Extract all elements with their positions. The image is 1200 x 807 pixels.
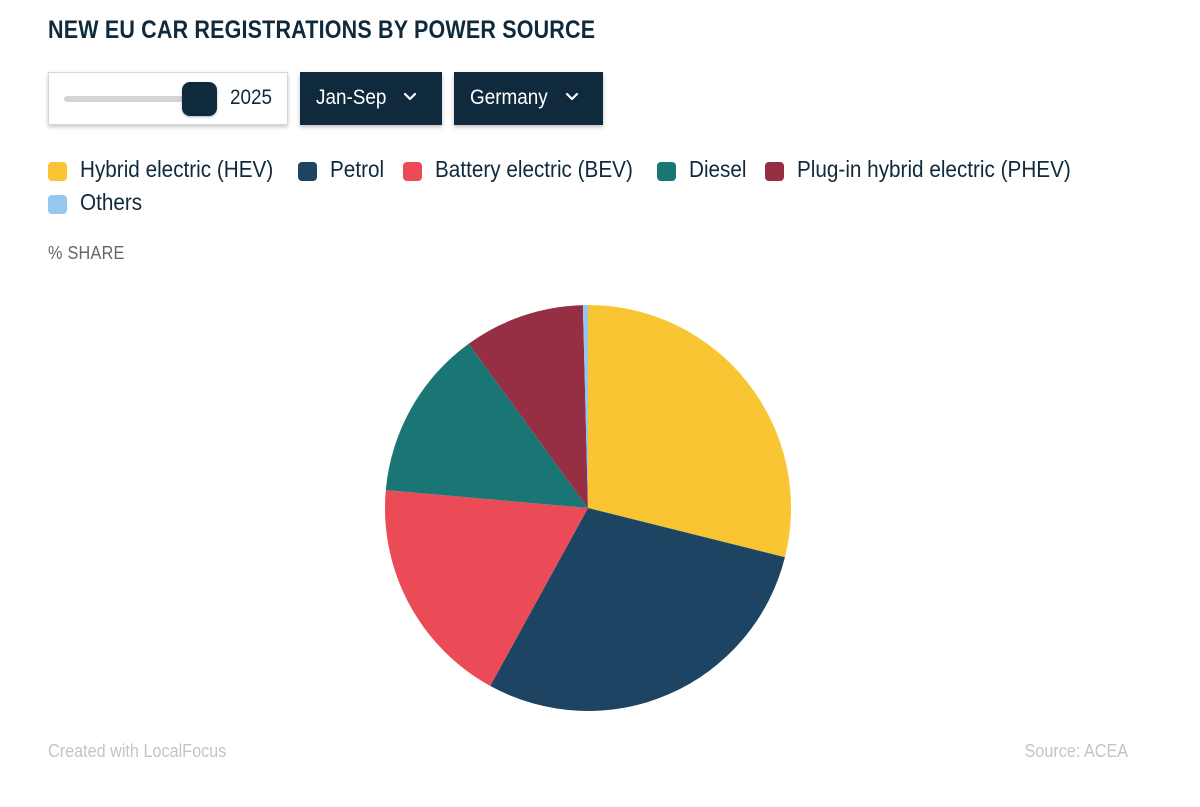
chevron-down-icon [565, 92, 579, 101]
legend-swatch [298, 162, 317, 181]
pie-slice-diesel[interactable] [385, 343, 588, 508]
period-dropdown-label: Jan-Sep [316, 86, 387, 109]
period-dropdown[interactable]: Jan-Sep [300, 72, 442, 125]
country-dropdown-label: Germany [470, 86, 548, 109]
year-slider-control[interactable]: 2025 [48, 72, 288, 125]
legend-label: Plug-in hybrid electric (PHEV) [797, 156, 1071, 182]
chart-title: NEW EU CAR REGISTRATIONS BY POWER SOURCE [48, 16, 596, 44]
credit-text: Created with LocalFocus [48, 741, 227, 761]
legend-label: Hybrid electric (HEV) [80, 156, 274, 182]
units-label: % SHARE [48, 243, 125, 263]
legend-swatch [403, 162, 422, 181]
legend-label: Battery electric (BEV) [435, 156, 633, 182]
chevron-down-icon [403, 92, 417, 101]
pie-slice-battery-electric-bev[interactable] [385, 490, 588, 686]
legend-swatch [48, 195, 67, 214]
year-slider-value: 2025 [230, 86, 273, 109]
legend-label: Others [80, 189, 143, 215]
legend-label: Diesel [689, 156, 747, 182]
year-slider-track[interactable] [64, 96, 214, 102]
legend-label: Petrol [330, 156, 385, 182]
legend-swatch [765, 162, 784, 181]
pie-slice-hybrid-electric-hev[interactable] [588, 305, 791, 558]
pie-slice-plug-in-hybrid-electric-phev[interactable] [468, 305, 588, 508]
pie-slice-others[interactable] [582, 305, 588, 508]
pie-slice-petrol[interactable] [490, 508, 785, 711]
source-text: Source: ACEA [1024, 741, 1128, 761]
legend-swatch [657, 162, 676, 181]
country-dropdown[interactable]: Germany [454, 72, 603, 125]
legend-swatch [48, 162, 67, 181]
year-slider-handle[interactable] [182, 82, 217, 116]
